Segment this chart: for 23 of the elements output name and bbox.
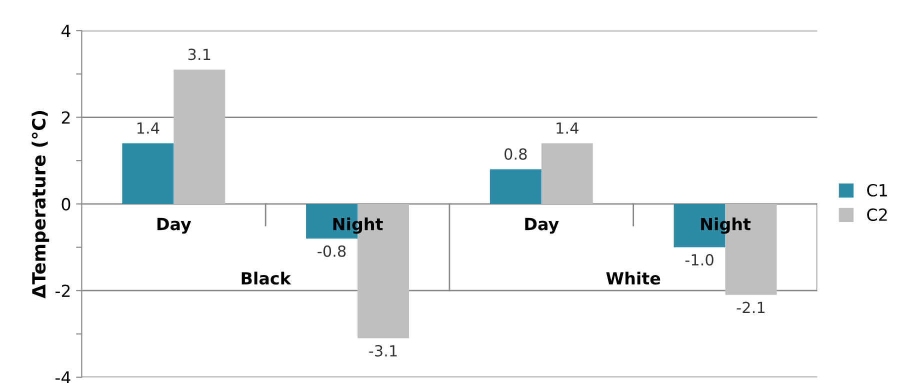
x-tick-label: Day	[525, 218, 559, 234]
annotation: Black	[242, 272, 292, 285]
legend-label: C1	[867, 184, 887, 197]
legend-label: C2	[867, 208, 887, 222]
bar	[174, 70, 226, 204]
bar	[541, 143, 593, 204]
data-label: 3.1	[188, 48, 210, 60]
bar	[490, 169, 542, 204]
bar	[122, 143, 174, 204]
y-axis-title: ΔTemperature (°C)	[32, 111, 50, 298]
y-tick-label: 4	[62, 24, 70, 37]
x-tick-label: Day	[157, 218, 192, 234]
y-tick-label: 0	[62, 198, 70, 211]
data-label: -1.0	[685, 254, 714, 266]
y-tick-label: 2	[62, 111, 70, 124]
data-label: -0.8	[318, 245, 346, 257]
data-label: -3.1	[369, 345, 397, 357]
data-label: -2.1	[736, 302, 764, 314]
data-label: 1.4	[556, 122, 578, 134]
data-label: 1.4	[137, 122, 160, 134]
y-tick-label: -2	[56, 284, 70, 297]
annotation: White	[606, 272, 660, 285]
data-label: 0.8	[504, 148, 527, 160]
